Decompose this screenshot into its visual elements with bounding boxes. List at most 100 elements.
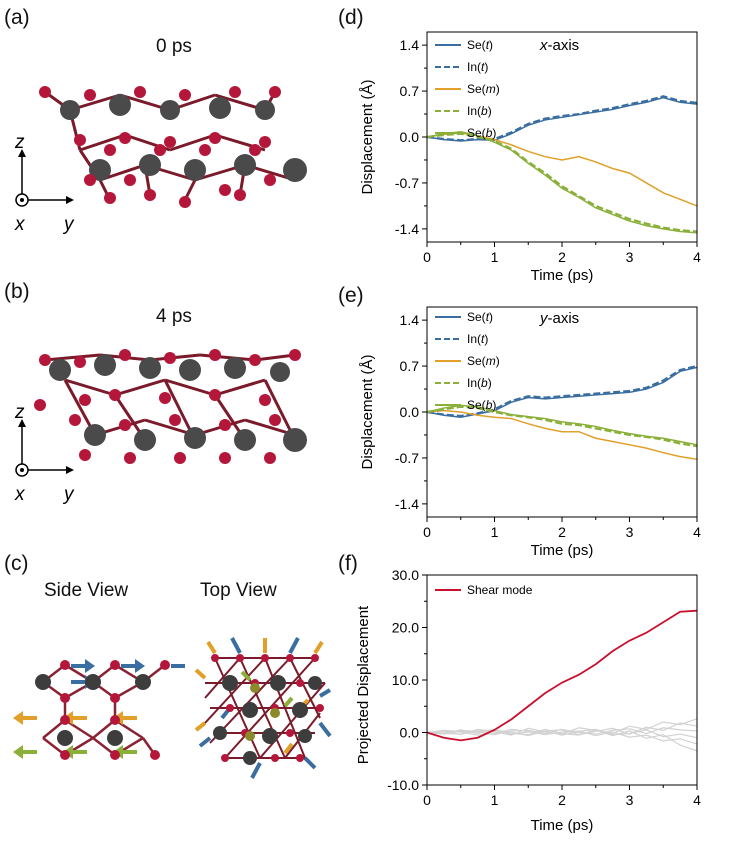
ytick-label: 0.7 [400, 83, 420, 99]
series-line-se-m- [426, 132, 698, 207]
ytick-label: -1.4 [395, 496, 419, 512]
xtick-label: 2 [558, 249, 566, 265]
axis-y-label-b: y [62, 484, 75, 505]
axis-z-label-b: z [14, 405, 25, 423]
top-se-atoms [213, 675, 322, 765]
ytick-label: -1.4 [395, 221, 419, 237]
legend-label: In(b) [467, 376, 492, 390]
se-atoms [60, 94, 307, 182]
series-f [426, 609, 698, 752]
legend-f: Shear mode [435, 583, 533, 597]
xtick-label: 4 [693, 249, 701, 265]
legend-label: Se(m) [467, 82, 500, 96]
xticks-f: 0 1 2 3 4 [423, 785, 701, 808]
legend-label: In(t) [467, 332, 488, 346]
legend-label: Se(b) [467, 398, 496, 412]
ytick-label: 1.4 [400, 37, 420, 53]
top-arrows-green [240, 670, 294, 708]
ytick-label: 0.0 [400, 129, 420, 145]
axis-x-label-a: x [14, 214, 26, 235]
ytick-label: 30.0 [392, 567, 419, 583]
annotation-suffix-e: -axis [548, 310, 580, 327]
series-line-se-b- [426, 404, 698, 446]
xtick-label: 2 [558, 792, 566, 808]
top-view-title: Top View [200, 580, 277, 601]
legend-label: In(b) [467, 104, 492, 118]
panel-b-time: 4 ps [156, 306, 192, 327]
panel-label-e: (e) [338, 284, 364, 307]
annotation-e: y-axis [539, 310, 579, 327]
side-view-title: Side View [44, 580, 129, 601]
frame-e [426, 306, 698, 518]
side-in-atoms [60, 660, 170, 760]
series-line-in-b- [426, 132, 698, 233]
xlabel-e: Time (ps) [531, 542, 594, 559]
ytick-label: 0.7 [400, 358, 420, 374]
in-atoms [34, 349, 301, 464]
ytick-label: 20.0 [392, 620, 419, 636]
ytick-label: 10.0 [392, 672, 419, 688]
legend-d: Se(t) In(t) Se(m) In(b) Se(b) [435, 38, 500, 140]
ylabel-e: Displacement (Å) [359, 354, 376, 469]
series-line-shear-mode [426, 609, 698, 742]
ytick-label: 1.4 [400, 312, 420, 328]
xticks-d: 0 1 2 3 4 [423, 242, 701, 265]
axes-glyph-b: z x y [14, 405, 75, 505]
panel-label-c: (c) [4, 552, 29, 575]
se-atoms [49, 354, 307, 452]
legend-label: Shear mode [467, 583, 533, 597]
panel-label-f: (f) [338, 552, 358, 575]
ylabel-d: Displacement (Å) [359, 79, 376, 194]
axis-z-label-a: z [14, 135, 25, 153]
annotation-axis-e: y [539, 310, 549, 327]
top-mid-atoms [245, 683, 280, 741]
panel-a-time: 0 ps [156, 36, 192, 57]
in-atoms [39, 86, 281, 208]
structure-0ps [39, 86, 307, 208]
chart-d: Displacement (Å) 1.4 0.7 0.0 -0.7 -1.4 0 1 2 3 4… [359, 31, 701, 284]
top-arrows-blue [198, 637, 332, 779]
axis-y-label-a: y [62, 214, 75, 235]
legend-label: Se(m) [467, 354, 500, 368]
chart-f: Projected Displacement 30.0 20.0 10.0 0.0 -1… [355, 567, 701, 834]
annotation-axis-d: x [539, 37, 548, 54]
panel-label-b: (b) [4, 280, 30, 303]
legend-e: Se(t) In(t) Se(m) In(b) Se(b) [435, 310, 500, 412]
xtick-label: 0 [423, 792, 431, 808]
top-in-atoms [211, 654, 324, 762]
series-e [426, 364, 698, 460]
yticks-f: 30.0 20.0 10.0 0.0 -10.0 [387, 567, 427, 793]
legend-label: Se(b) [467, 126, 496, 140]
ytick-label: -0.7 [395, 175, 419, 191]
legend-label: In(t) [467, 60, 488, 74]
ytick-label: -10.0 [387, 777, 419, 793]
xtick-label: 4 [693, 524, 701, 540]
xtick-label: 4 [693, 792, 701, 808]
ylabel-f: Projected Displacement [355, 605, 372, 764]
annotation-d: x-axis [539, 37, 579, 54]
side-view-diagram [13, 659, 185, 760]
xtick-label: 3 [626, 524, 634, 540]
series-d [426, 95, 698, 234]
xlabel-d: Time (ps) [531, 267, 594, 284]
yticks-e: 1.4 0.7 0.0 -0.7 -1.4 [395, 312, 427, 512]
ytick-label: 0.0 [400, 404, 420, 420]
xtick-label: 1 [491, 249, 499, 265]
yticks-d: 1.4 0.7 0.0 -0.7 -1.4 [395, 37, 427, 237]
xticks-e: 0 1 2 3 4 [423, 517, 701, 540]
annotation-suffix-d: -axis [548, 37, 580, 54]
series-line-in-b- [426, 405, 698, 448]
series-line-in-t- [426, 95, 698, 142]
chart-e: Displacement (Å) 1.4 0.7 0.0 -0.7 -1.4 0 1 2 3 4… [359, 306, 701, 559]
axes-glyph-a: z x y [14, 135, 75, 235]
side-se-atoms [35, 674, 151, 746]
xtick-label: 0 [423, 249, 431, 265]
xtick-label: 1 [491, 524, 499, 540]
xtick-label: 0 [423, 524, 431, 540]
top-view-diagram [194, 637, 332, 779]
frame-f [426, 574, 698, 786]
ytick-label: -0.7 [395, 450, 419, 466]
xtick-label: 2 [558, 524, 566, 540]
frame-d [426, 31, 698, 243]
series-line-se-m- [426, 409, 698, 460]
